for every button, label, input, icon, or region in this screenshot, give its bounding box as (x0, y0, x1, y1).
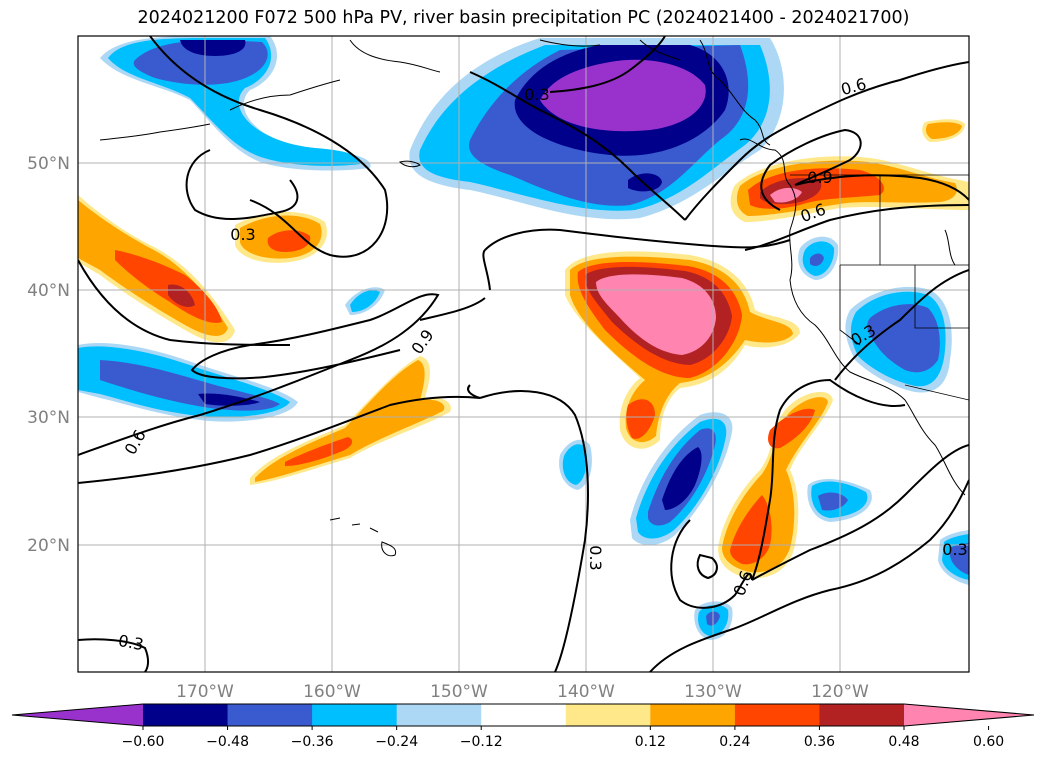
lat-label: 50°N (27, 154, 70, 174)
colorbar-extend-min (12, 704, 143, 726)
latitude-labels: 50°N 40°N 30°N 20°N (27, 154, 70, 556)
colorbar-swatch (734, 704, 820, 726)
colorbar-swatch (565, 704, 651, 726)
colorbar: −0.60 −0.48 −0.36 −0.24 −0.12 0.12 0.24 0.36 0.4… (11, 703, 1035, 750)
colorbar-tick-label: −0.60 (122, 734, 165, 750)
contour-label: 0.9 (807, 168, 832, 187)
colorbar-tick-label: 0.36 (804, 734, 835, 750)
contour-label: 0.3 (230, 225, 255, 244)
contour-label: 0.3 (586, 545, 605, 570)
colorbar-tick-label: −0.12 (460, 734, 503, 750)
longitude-labels: 170°W 160°W 150°W 140°W 130°W 120°W (176, 682, 869, 702)
lon-label: 150°W (430, 682, 488, 702)
pc-shading (78, 36, 969, 640)
pv-contours (78, 36, 969, 672)
lat-label: 40°N (27, 281, 70, 301)
colorbar-swatch (481, 704, 567, 726)
map-area: 0.3 0.6 0.6 0.3 0.9 0.6 0.3 0.3 0.3 0.9 … (78, 36, 969, 672)
lon-label: 120°W (811, 682, 869, 702)
contour-label: 0.3 (942, 540, 967, 559)
colorbar-tick-label: −0.24 (375, 734, 418, 750)
coastlines (99, 39, 966, 557)
lon-label: 130°W (684, 682, 742, 702)
colorbar-tick-label: 0.12 (635, 734, 666, 750)
colorbar-swatch (650, 704, 736, 726)
colorbar-tick-label: 0.60 (973, 734, 1004, 750)
contour-label: 0.3 (117, 631, 145, 654)
lat-label: 30°N (27, 408, 70, 428)
colorbar-tick-label: 0.24 (719, 734, 750, 750)
colorbar-extend-max (904, 704, 1034, 726)
contour-label: 0.3 (524, 85, 549, 104)
colorbar-swatch (312, 704, 398, 726)
colorbar-tick-label: 0.48 (888, 734, 919, 750)
colorbar-swatch (396, 704, 482, 726)
lat-label: 20°N (27, 536, 70, 556)
map-frame (77, 35, 970, 673)
lon-label: 170°W (176, 682, 234, 702)
contour-label: 0.9 (407, 326, 437, 358)
gridlines (78, 36, 969, 672)
colorbar-tick-label: −0.48 (206, 734, 249, 750)
political-borders (790, 174, 969, 401)
colorbar-tick-label: −0.36 (291, 734, 334, 750)
plot-title: 2024021200 F072 500 hPa PV, river basin … (137, 8, 910, 28)
lon-label: 160°W (303, 682, 361, 702)
colorbar-swatch (143, 704, 229, 726)
colorbar-swatch (819, 704, 905, 726)
lon-label: 140°W (557, 682, 615, 702)
colorbar-swatch (227, 704, 313, 726)
contour-label: 0.6 (839, 74, 869, 99)
